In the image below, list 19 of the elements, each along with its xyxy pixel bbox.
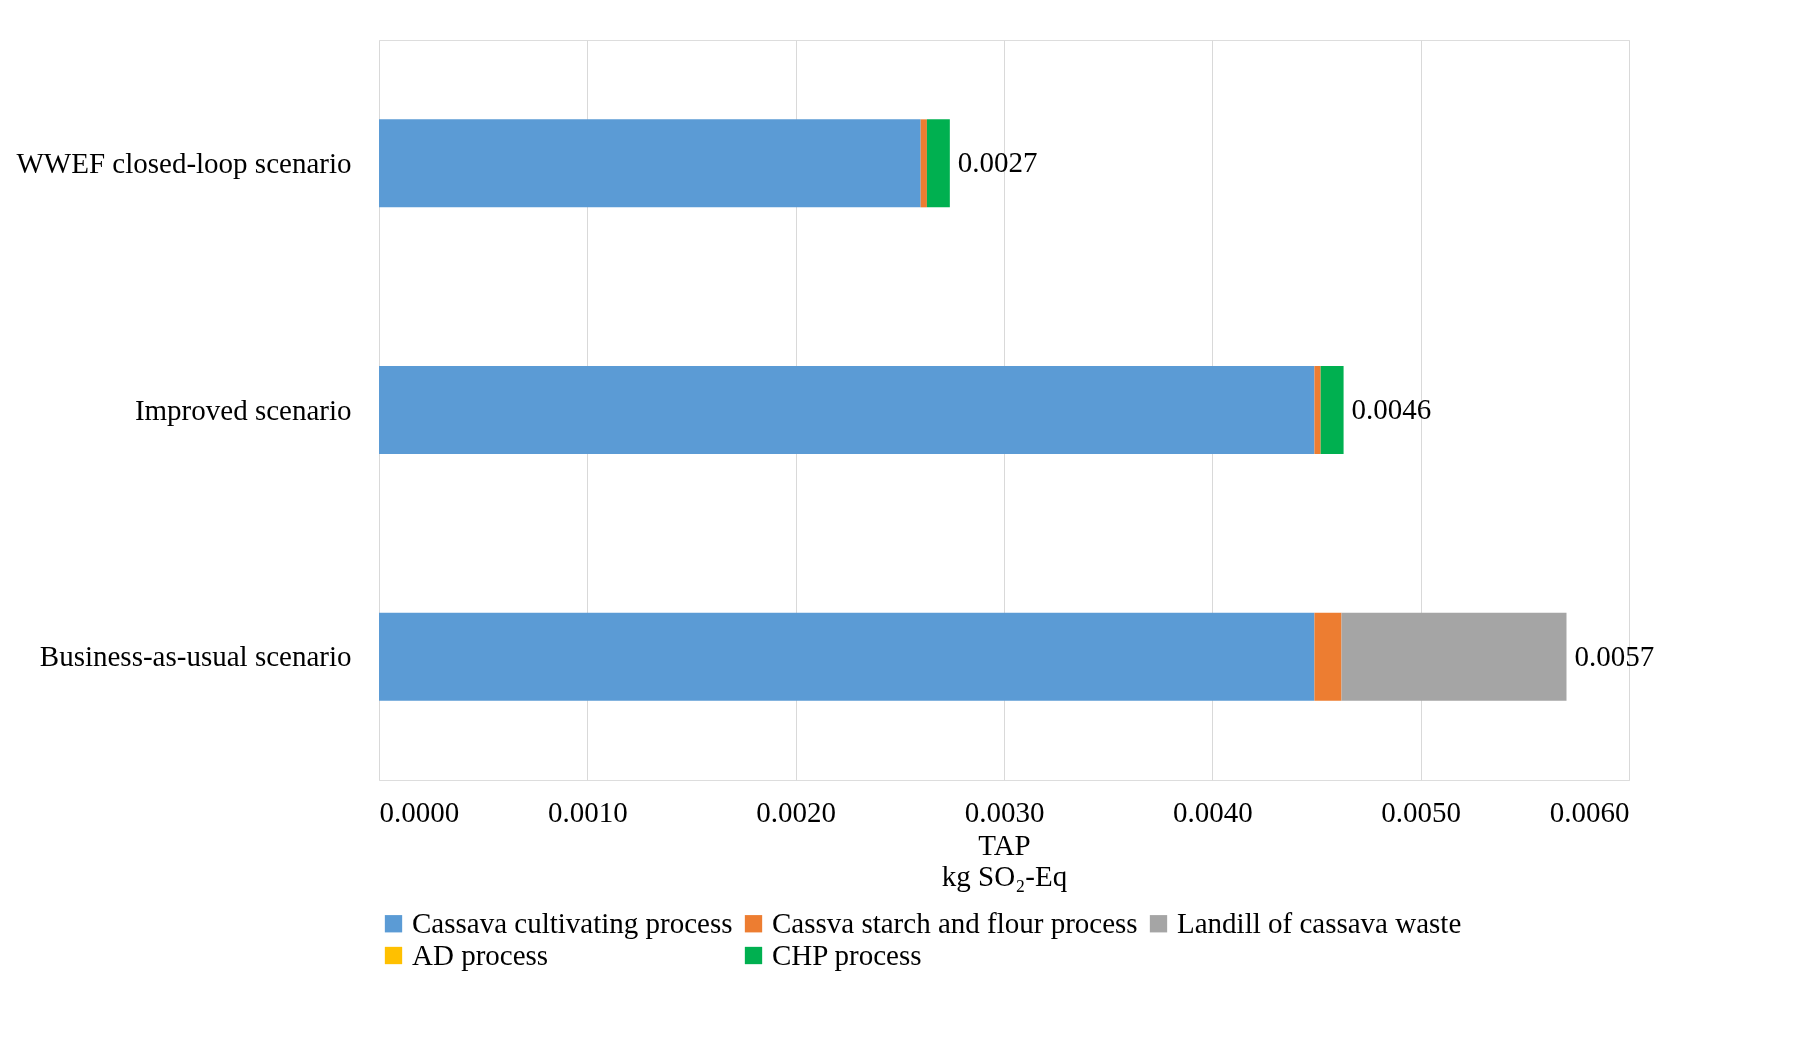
x-tick-label: 0.0040 [1172, 795, 1253, 828]
total-label: 0.0046 [1351, 393, 1432, 425]
x-tick-label: 0.0030 [964, 795, 1045, 828]
y-tick-label: Business-as-usual scenario [39, 640, 352, 673]
x-tick-label: 0.0020 [756, 795, 837, 828]
legend-label: Cassava cultivating process [412, 906, 733, 939]
x-tick-label: 0.0050 [1381, 795, 1462, 828]
x-axis-title: TAP kg SO₂-Eq [941, 828, 1068, 892]
y-tick-label: WWEF closed-loop scenario [16, 146, 352, 179]
x-tick-label: 0.0000 [379, 795, 460, 828]
x-tick-label: 0.0010 [547, 795, 628, 828]
legend-label: Landill of cassava waste [1177, 906, 1462, 939]
x-tick-label: 0.0060 [1549, 795, 1630, 828]
legend-label: AD process [412, 938, 549, 971]
total-label: 0.0027 [957, 146, 1038, 179]
y-tick-label: Improved scenario [134, 393, 352, 426]
legend-label: CHP process [772, 938, 922, 971]
legend-label: Cassva starch and flour process [772, 906, 1138, 939]
total-label: 0.0057 [1574, 639, 1655, 672]
